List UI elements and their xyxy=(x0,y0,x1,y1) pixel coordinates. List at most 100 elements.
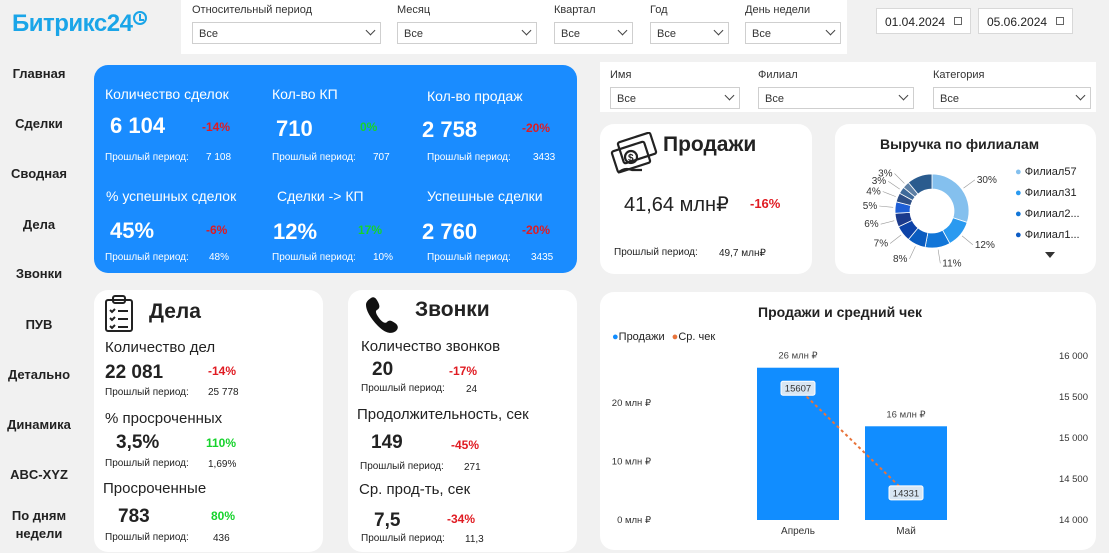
phone-icon xyxy=(366,297,398,333)
y-right-tick-label: 15 000 xyxy=(1059,433,1088,444)
y-left-tick-label: 20 млн ₽ xyxy=(612,398,652,409)
nav-item-abc-xyz[interactable]: ABC-XYZ xyxy=(10,467,68,482)
chevron-down-icon xyxy=(365,25,376,36)
kpi-delta: -14% xyxy=(202,120,231,134)
kpi-prev-value: 48% xyxy=(209,252,230,263)
kpi-title: Успешные сделки xyxy=(427,188,543,204)
calls-metric-delta: -17% xyxy=(449,364,478,378)
sales-prev-label: Прошлый период: xyxy=(614,247,698,258)
filter-bar-secondary: Имя Все Филиал Все Категория Все xyxy=(600,62,1096,112)
filter-quarter: Квартал Все xyxy=(554,4,633,44)
filter-month: Месяц Все xyxy=(397,4,537,44)
kpi-delta: 0% xyxy=(360,120,378,134)
legend-scroll-down-icon[interactable] xyxy=(1045,252,1055,258)
kpi-delta: -20% xyxy=(522,223,551,237)
name-select[interactable]: Все xyxy=(610,87,740,109)
avg-check-point[interactable] xyxy=(780,380,816,396)
donut-data-label: 4% xyxy=(866,186,881,197)
kpi-prev-label: Прошлый период: xyxy=(427,152,511,163)
sales-delta: -16% xyxy=(750,196,781,211)
revenue-donut-chart: 30%12%11%8%7%6%5%4%3%3% xyxy=(863,169,997,270)
tasks-prev-value: 1,69% xyxy=(208,459,237,470)
kpi-prev-value: 7 108 xyxy=(206,152,232,163)
nav-item-calls[interactable]: Звонки xyxy=(15,266,63,281)
calls-prev-label: Прошлый период: xyxy=(361,383,445,394)
sales-avg-check-chart-card: Продажи и средний чек ●Продажи ●Ср. чек … xyxy=(600,292,1096,550)
kpi-value: 2 758 xyxy=(422,117,478,142)
filter-name: Имя Все xyxy=(610,69,740,109)
month-select[interactable]: Все xyxy=(397,22,537,44)
nav-item-main[interactable]: Главная xyxy=(12,66,66,81)
year-select[interactable]: Все xyxy=(650,22,729,44)
legend-item[interactable]: ● Филиал57 xyxy=(1015,166,1077,178)
kpi-prev-label: Прошлый период: xyxy=(427,252,511,263)
relative-period-select[interactable]: Все xyxy=(192,22,381,44)
nav-item-detailed[interactable]: Детально xyxy=(7,367,71,382)
calls-prev-label: Прошлый период: xyxy=(361,533,445,544)
date-to-field[interactable]: 05.06.2024 xyxy=(978,8,1073,34)
bar-sales[interactable] xyxy=(865,426,947,520)
y-right-tick-label: 14 000 xyxy=(1059,515,1088,526)
kpi-prev-value: 3433 xyxy=(533,152,556,163)
y-left-tick-label: 10 млн ₽ xyxy=(612,456,652,467)
sales-prev-value: 49,7 млн₽ xyxy=(719,248,766,259)
legend-item[interactable]: ● Филиал1... xyxy=(1015,229,1080,241)
tasks-card: Дела Количество дел 22 081 -14% Прошлый … xyxy=(94,290,323,552)
filter-year: Год Все xyxy=(650,4,729,44)
nav-item-puv[interactable]: ПУВ xyxy=(25,317,53,332)
chevron-down-icon xyxy=(1075,90,1086,101)
tasks-prev-label: Прошлый период: xyxy=(105,387,189,398)
revenue-card: Выручка по филиалам 30% 12% 11% 8% 7% 6% 5% 4% 3… xyxy=(835,124,1096,274)
filter-branch: Филиал Все xyxy=(758,69,914,109)
clock-icon xyxy=(133,11,148,25)
nav-item-summary[interactable]: Сводная xyxy=(11,166,67,181)
tasks-metric-label: Просроченные xyxy=(103,480,207,497)
chevron-down-icon xyxy=(898,90,909,101)
donut-leader-line xyxy=(894,173,905,184)
calls-metric-delta: -34% xyxy=(447,512,476,526)
avg-check-point[interactable] xyxy=(888,485,924,501)
nav-item-tasks[interactable]: Дела xyxy=(22,217,56,232)
nav-item-by-weekday[interactable]: По дням недели xyxy=(11,508,67,541)
bitrix24-logo[interactable]: Битрикс24 xyxy=(12,10,148,38)
donut-leader-line xyxy=(880,220,895,225)
legend-item-avg-check[interactable]: Ср. чек xyxy=(678,331,716,343)
weekday-select[interactable]: Все xyxy=(745,22,841,44)
calls-metric-label: Ср. прод-ть, сек xyxy=(359,481,471,498)
donut-leader-line xyxy=(963,179,976,189)
branch-select[interactable]: Все xyxy=(758,87,914,109)
tasks-prev-value: 25 778 xyxy=(208,387,239,398)
donut-leader-line xyxy=(961,235,974,246)
donut-data-label: 6% xyxy=(864,219,879,230)
nav-item-deals[interactable]: Сделки xyxy=(15,116,63,131)
avg-check-line[interactable] xyxy=(797,387,907,494)
donut-slice[interactable] xyxy=(907,173,933,195)
kpi-title: Сделки -> КП xyxy=(277,188,364,204)
y-left-tick-label: 0 млн ₽ xyxy=(617,515,652,526)
bar-data-label: 26 млн ₽ xyxy=(778,351,818,362)
calls-metric-value: 149 xyxy=(371,432,403,453)
donut-data-label: 11% xyxy=(942,258,961,269)
filter-weekday: День недели Все xyxy=(745,4,841,44)
y-right-tick-label: 15 500 xyxy=(1059,392,1088,403)
legend-item[interactable]: ● Филиал31 xyxy=(1015,187,1077,199)
donut-leader-line xyxy=(879,205,894,208)
legend-item[interactable]: ● Филиал2... xyxy=(1015,208,1080,220)
donut-slice[interactable] xyxy=(931,173,970,223)
legend-item-sales[interactable]: Продажи xyxy=(618,331,665,343)
avg-check-data-label: 15607 xyxy=(785,384,811,395)
date-from-field[interactable]: 01.04.2024 xyxy=(876,8,971,34)
donut-leader-line xyxy=(882,191,896,197)
quarter-select[interactable]: Все xyxy=(554,22,633,44)
x-tick-label: Апрель xyxy=(781,526,815,537)
calls-prev-value: 24 xyxy=(466,384,478,395)
tasks-metric-label: % просроченных xyxy=(105,410,223,427)
tasks-metric-value: 22 081 xyxy=(105,362,164,383)
chevron-down-icon xyxy=(617,25,628,36)
nav-item-dynamics[interactable]: Динамика xyxy=(7,417,71,432)
donut-data-label: 5% xyxy=(863,201,878,212)
tasks-metric-delta: 110% xyxy=(206,436,237,450)
calls-metric-label: Продолжительность, сек xyxy=(357,406,529,423)
category-select[interactable]: Все xyxy=(933,87,1091,109)
kpi-title: % успешных сделок xyxy=(106,188,237,204)
